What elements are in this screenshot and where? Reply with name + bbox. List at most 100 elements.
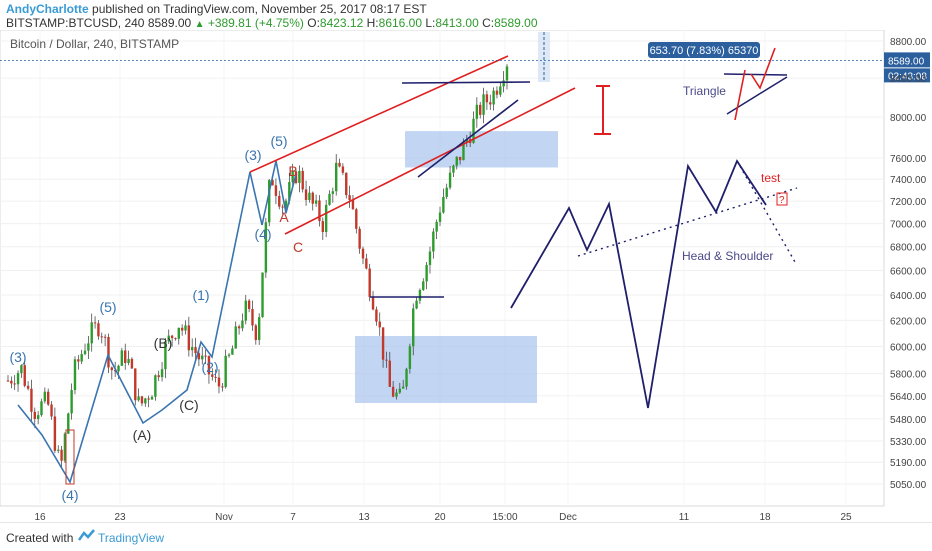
candle-body — [26, 385, 30, 389]
candle-body — [207, 356, 211, 375]
candle-body — [385, 359, 388, 361]
candle-body — [137, 396, 140, 401]
price-chart[interactable]: (3) (5) (B) (A) (C) (4) (1) (2) (3) (4) (5) A B C Head… — [0, 30, 932, 522]
candle-body — [120, 350, 124, 366]
wave-4-box — [65, 429, 75, 485]
candle-body — [177, 327, 180, 339]
x-tick-label: 16 — [34, 512, 46, 522]
candle-body — [53, 416, 57, 451]
candle-body — [70, 390, 73, 414]
candle-body — [50, 404, 53, 417]
candle-body — [485, 94, 489, 103]
candle-body — [435, 221, 438, 232]
y-tick-label: 6600.00 — [890, 267, 927, 278]
candle-body — [428, 251, 432, 265]
y-tick-label: 5330.00 — [890, 437, 927, 448]
candle-body — [358, 228, 361, 249]
wave-label: (1) — [192, 287, 209, 303]
x-tick-label: 7 — [290, 512, 296, 522]
head-shoulder-label: Head & Shoulder — [682, 249, 773, 263]
y-tick-label: 8000.00 — [890, 113, 927, 124]
candle-body — [103, 336, 107, 338]
candle-body — [341, 166, 345, 173]
candle-body — [405, 368, 408, 387]
candle-body — [134, 368, 137, 401]
y-tick-label: 8400.00 — [890, 74, 927, 85]
x-tick-label: 11 — [679, 512, 690, 522]
countdown-tag — [884, 68, 930, 83]
triangle-support-line — [417, 99, 519, 178]
candle-body — [361, 248, 365, 259]
last-price-tag — [884, 52, 930, 68]
candle-body — [314, 200, 318, 204]
candle-body — [375, 309, 378, 322]
candle-body — [97, 323, 100, 337]
y-tick-label: 8800.00 — [890, 37, 927, 48]
candle-body — [244, 300, 247, 321]
x-tick-label: 23 — [114, 512, 126, 522]
candle-body — [472, 118, 475, 143]
candle-body — [499, 86, 502, 95]
candle-body — [318, 200, 321, 222]
wave-label: (A) — [133, 427, 152, 443]
chart-title: Bitcoin / Dollar, 240, BITSTAMP — [10, 37, 179, 51]
candle-body — [110, 367, 114, 371]
candle-body — [214, 376, 217, 378]
candle-body — [298, 170, 301, 183]
x-tick-label: 18 — [759, 512, 771, 522]
candle-body — [462, 141, 465, 161]
y-tick-label: 5480.00 — [890, 415, 927, 426]
head-shoulder-projection — [510, 159, 767, 409]
candle-body — [201, 355, 204, 360]
high-value: 8616.00 — [378, 16, 423, 30]
measure-tag — [648, 42, 760, 58]
candle-body — [495, 90, 499, 95]
last-price-text: 8589.00 — [888, 56, 925, 67]
candle-body — [365, 258, 368, 269]
candle-body — [502, 80, 505, 87]
footer: Created with TradingView — [0, 522, 932, 551]
y-tick-label: 5190.00 — [890, 458, 927, 469]
y-tick-label: 7000.00 — [890, 220, 927, 231]
author-name[interactable]: AndyCharlotte — [6, 2, 89, 16]
candle-body — [40, 401, 43, 416]
candle-body — [455, 156, 458, 166]
candle-body — [278, 195, 281, 207]
candle-body — [479, 104, 482, 115]
test-label: test — [761, 171, 781, 185]
candle-body — [43, 391, 47, 402]
candle-body — [144, 398, 147, 404]
candle-body — [241, 320, 244, 329]
candle-body — [425, 264, 428, 282]
publish-line: AndyCharlotte published on TradingView.c… — [6, 2, 427, 16]
candle-body — [408, 346, 412, 369]
candle-body — [395, 392, 398, 397]
candle-body — [237, 326, 241, 329]
candle-body — [30, 388, 33, 412]
x-tick-label: Nov — [215, 512, 233, 522]
candle-body — [398, 388, 402, 393]
candle-body — [492, 90, 495, 105]
tradingview-link[interactable]: TradingView — [98, 531, 165, 545]
candle-body — [16, 373, 20, 385]
candle-body — [432, 231, 435, 252]
change-value: +389.81 (+4.75%) — [207, 16, 304, 30]
candle-body — [224, 355, 227, 388]
y-tick-label: 5640.00 — [890, 392, 927, 403]
candle-body — [6, 380, 10, 382]
candle-body — [150, 396, 154, 400]
candle-body — [164, 341, 167, 370]
symbol-label: BITSTAMP:BTCUSD, 240 — [6, 16, 145, 30]
lower-demand-zone — [355, 335, 537, 404]
candle-body — [187, 325, 191, 351]
candle-body — [448, 172, 452, 188]
candle-body — [381, 327, 385, 360]
candle-body — [13, 383, 16, 385]
candle-body — [388, 360, 391, 387]
candle-body — [73, 359, 77, 391]
candle-body — [438, 212, 442, 222]
candle-body — [231, 348, 234, 355]
channel-upper-line — [249, 55, 509, 173]
wave-label: C — [293, 239, 303, 255]
candle-body — [368, 268, 371, 297]
